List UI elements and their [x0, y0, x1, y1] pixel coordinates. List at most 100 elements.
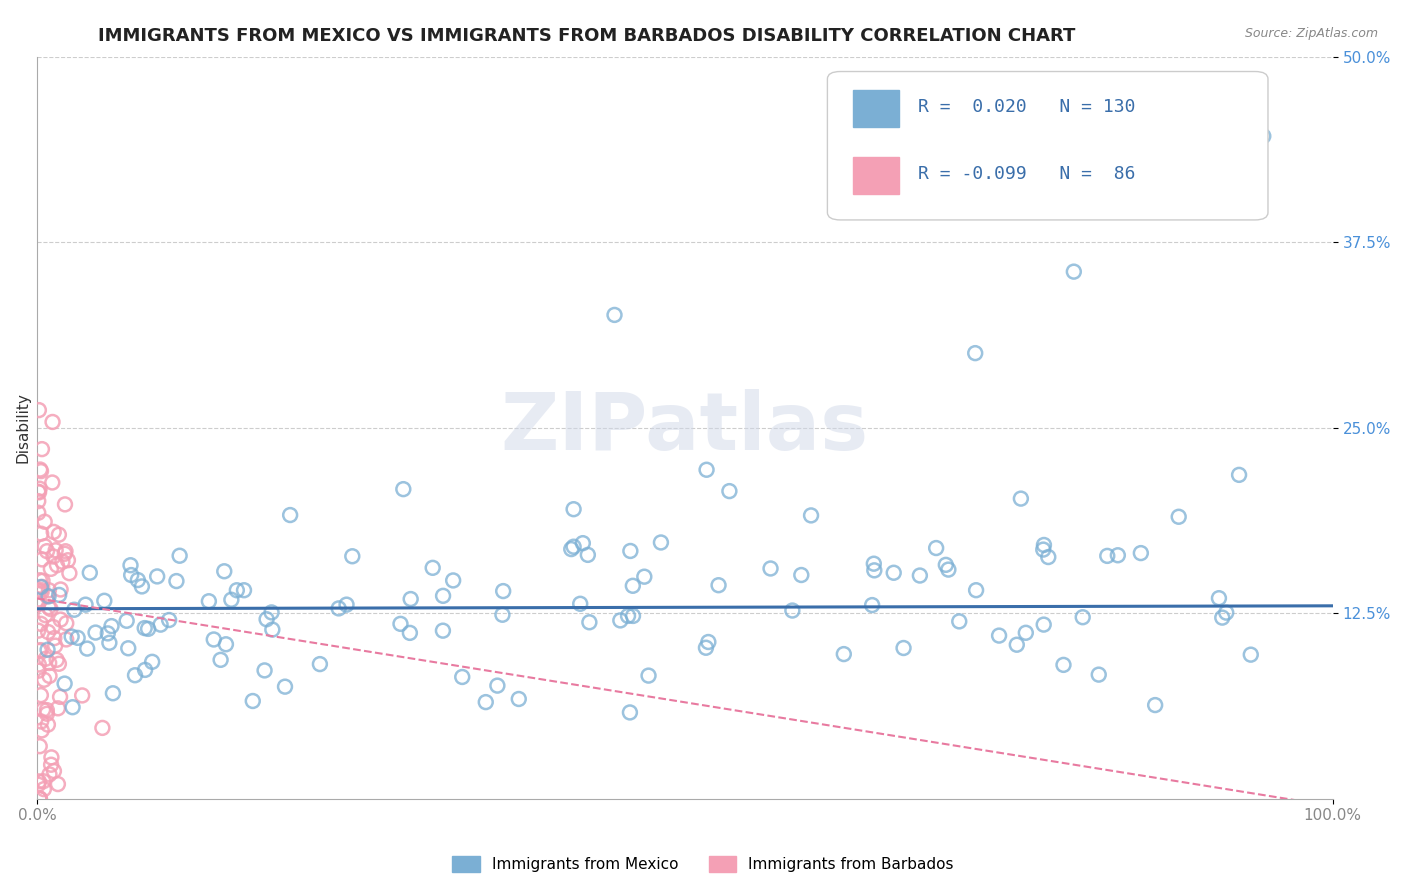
Point [70, 689, 93, 703]
Point [55, 616, 77, 631]
Point [718, 484, 741, 499]
Point [451, 670, 474, 684]
Point [41, 415, 63, 429]
Point [1005, 638, 1028, 652]
Point [28, 774, 51, 789]
Point [209, 653, 232, 667]
Point [131, 579, 153, 593]
Point [157, 613, 180, 627]
Point [28, 657, 51, 672]
Point [617, 608, 640, 623]
Point [30, 582, 52, 597]
Point [42, 524, 65, 539]
Point [60, 630, 83, 644]
Point [28, 644, 51, 658]
Point [27, 778, 49, 792]
Point [30, 462, 52, 476]
Point [562, 502, 585, 516]
Point [75, 598, 97, 612]
Point [30, 526, 52, 541]
Point [41, 750, 63, 764]
Text: IMMIGRANTS FROM MEXICO VS IMMIGRANTS FROM BARBADOS DISABILITY CORRELATION CHART: IMMIGRANTS FROM MEXICO VS IMMIGRANTS FRO… [98, 27, 1076, 45]
Point [28, 482, 51, 496]
Point [619, 706, 641, 720]
Point [27, 583, 49, 598]
Point [441, 574, 464, 588]
Point [242, 694, 264, 708]
Point [56, 553, 79, 567]
Point [342, 549, 364, 564]
Point [32, 782, 55, 797]
Text: ZIPatlas: ZIPatlas [501, 389, 869, 467]
Point [124, 668, 146, 682]
Point [141, 655, 163, 669]
Point [609, 614, 631, 628]
Point [53, 547, 76, 561]
Point [863, 563, 886, 577]
Point [101, 686, 124, 700]
Point [256, 612, 278, 626]
Point [619, 544, 641, 558]
Point [35, 706, 58, 721]
Point [335, 598, 357, 612]
Point [55, 632, 77, 647]
Point [1036, 138, 1059, 153]
Point [66, 631, 89, 645]
Point [32, 673, 55, 687]
Point [100, 619, 122, 633]
Point [117, 641, 139, 656]
Point [262, 623, 284, 637]
Point [28, 791, 51, 805]
Point [30, 714, 52, 729]
Point [49, 690, 72, 704]
Point [1144, 698, 1167, 712]
Point [1063, 265, 1085, 279]
Point [146, 569, 169, 583]
Point [84, 625, 107, 640]
Point [782, 603, 804, 617]
Point [569, 597, 592, 611]
Point [46, 558, 69, 573]
Point [1253, 129, 1275, 144]
Point [432, 624, 454, 638]
Point [42, 764, 65, 778]
Point [560, 542, 582, 557]
Point [1215, 606, 1237, 620]
Point [28, 403, 51, 417]
Point [120, 558, 142, 573]
Point [30, 616, 52, 631]
Point [274, 680, 297, 694]
Point [38, 583, 60, 598]
Point [38, 656, 60, 670]
Point [48, 657, 70, 671]
Point [134, 663, 156, 677]
Point [38, 669, 60, 683]
Point [48, 588, 70, 602]
Point [31, 552, 53, 566]
Point [30, 464, 52, 478]
Point [508, 692, 530, 706]
Point [491, 607, 513, 622]
Point [49, 613, 72, 627]
Point [309, 657, 332, 672]
Point [198, 594, 221, 608]
Text: R =  0.020   N = 130: R = 0.020 N = 130 [918, 98, 1136, 116]
Point [790, 568, 813, 582]
Point [27, 664, 49, 678]
Point [697, 635, 720, 649]
Point [253, 664, 276, 678]
Point [38, 590, 60, 604]
Point [42, 620, 65, 634]
Point [37, 589, 59, 603]
Point [79, 566, 101, 580]
Point [925, 541, 948, 555]
Point [28, 791, 51, 805]
Point [35, 651, 58, 665]
Point [31, 580, 53, 594]
Point [37, 642, 59, 657]
Point [63, 603, 86, 617]
Point [42, 549, 65, 564]
Point [45, 543, 67, 558]
Point [34, 608, 56, 623]
Point [202, 632, 225, 647]
